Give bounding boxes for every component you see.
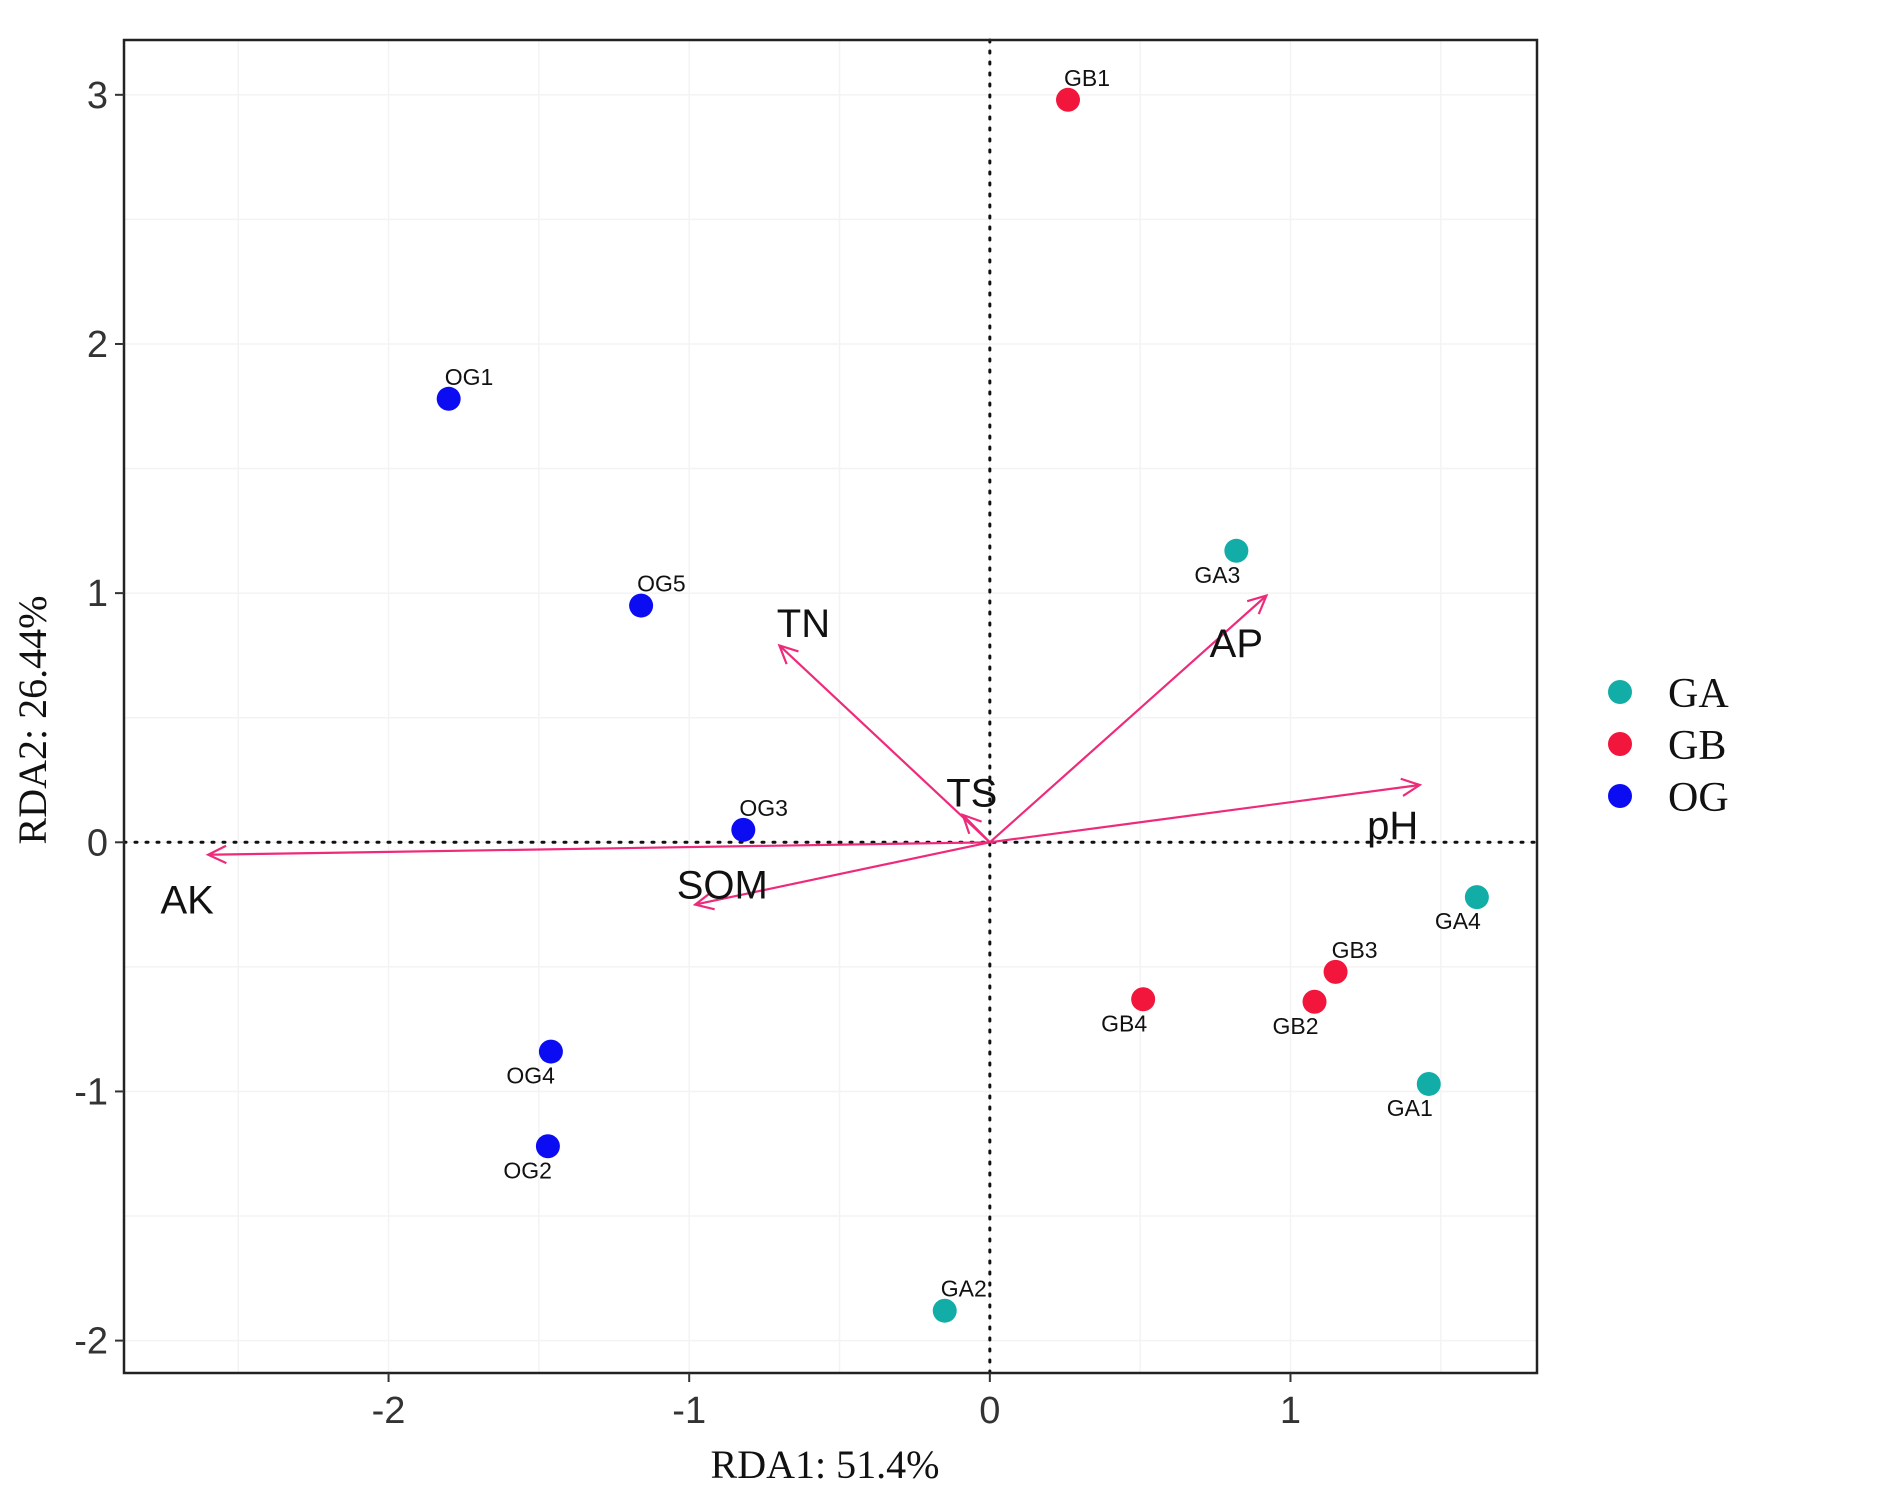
point-og2-label: OG2: [503, 1157, 552, 1183]
point-og4: [538, 1039, 563, 1064]
x-tick-label: -2: [372, 1390, 406, 1432]
vector-ph-label: pH: [1367, 804, 1418, 848]
point-ga2: [932, 1298, 957, 1323]
vector-ak-arrow: [208, 841, 990, 856]
point-gb4-label: GB4: [1101, 1010, 1147, 1036]
point-og5-label: OG5: [637, 571, 686, 597]
legend-label-gb: GB: [1668, 723, 1726, 769]
point-ga1: [1416, 1071, 1441, 1096]
point-og2: [535, 1134, 560, 1159]
legend-label-og: OG: [1668, 775, 1729, 821]
vector-ph-arrowhead: [1400, 777, 1423, 797]
point-gb4: [1131, 987, 1156, 1012]
legend-key-gb: [1608, 732, 1632, 756]
y-axis-title: RDA2: 26.44%: [10, 596, 55, 845]
point-ga4-label: GA4: [1435, 908, 1481, 934]
vector-ts-arrow: [961, 814, 991, 844]
y-tick-label: 0: [87, 822, 108, 864]
legend: GA GB OG: [1608, 671, 1729, 821]
point-gb3: [1323, 959, 1348, 984]
vector-ak-label: AK: [160, 879, 214, 923]
vector-ap-label: AP: [1210, 622, 1263, 666]
y-tick-label: 2: [87, 324, 108, 366]
x-tick-label: 0: [979, 1390, 1000, 1432]
y-tick-label: -2: [74, 1321, 108, 1363]
legend-key-og: [1608, 784, 1632, 808]
point-gb1-label: GB1: [1064, 65, 1110, 91]
grid: [124, 40, 1537, 1373]
point-gb3-label: GB3: [1332, 937, 1378, 963]
plot-panel-border: [122, 38, 1539, 1375]
point-ga4: [1464, 885, 1489, 910]
x-tick-label: 1: [1280, 1390, 1301, 1432]
reference-lines: [122, 38, 1539, 1375]
vector-ts-label: TS: [946, 771, 997, 815]
y-tick-label: -1: [74, 1071, 108, 1113]
vector-som-label: SOM: [677, 864, 768, 908]
point-og1: [436, 386, 461, 411]
legend-label-ga: GA: [1668, 671, 1729, 717]
point-gb2: [1302, 989, 1327, 1014]
vector-ts-arrowhead: [960, 813, 982, 835]
environmental-vectors: TN TS AP pH AK SOM: [160, 593, 1423, 923]
point-og5: [629, 593, 654, 618]
x-tick-label: -1: [672, 1390, 706, 1432]
vector-ap-arrowhead: [1246, 593, 1269, 615]
sample-points: GA1 GA2 GA3 GA4 GB1 GB2 GB3 GB4 OG1 OG2 OG3 OG4 OG5: [436, 65, 1489, 1323]
y-tick-label: 1: [87, 573, 108, 615]
point-gb2-label: GB2: [1272, 1013, 1318, 1039]
point-gb1: [1056, 87, 1081, 112]
vector-ap-arrow: [989, 594, 1268, 844]
x-axis-title: RDA1: 51.4%: [711, 1442, 940, 1487]
vector-som-arrow: [694, 841, 991, 906]
vector-tn-arrow: [778, 644, 991, 844]
point-og3: [731, 817, 756, 842]
vector-som-arrowhead: [692, 891, 715, 911]
point-ga2-label: GA2: [941, 1276, 987, 1302]
point-og4-label: OG4: [506, 1063, 555, 1089]
point-og1-label: OG1: [445, 364, 494, 390]
point-ga1-label: GA1: [1387, 1095, 1433, 1121]
y-tick-label: 3: [87, 75, 108, 117]
legend-key-ga: [1608, 680, 1632, 704]
vector-ph-arrow: [989, 783, 1420, 844]
vector-tn-arrowhead: [777, 643, 799, 665]
point-og3-label: OG3: [739, 795, 788, 821]
axis-ticks: -2 -1 0 1 -2 -1 0 1 2 3: [74, 75, 1301, 1432]
point-ga3-label: GA3: [1194, 562, 1240, 588]
vector-ak-arrowhead: [205, 844, 227, 865]
point-ga3: [1224, 538, 1249, 563]
vector-tn-label: TN: [777, 602, 830, 646]
